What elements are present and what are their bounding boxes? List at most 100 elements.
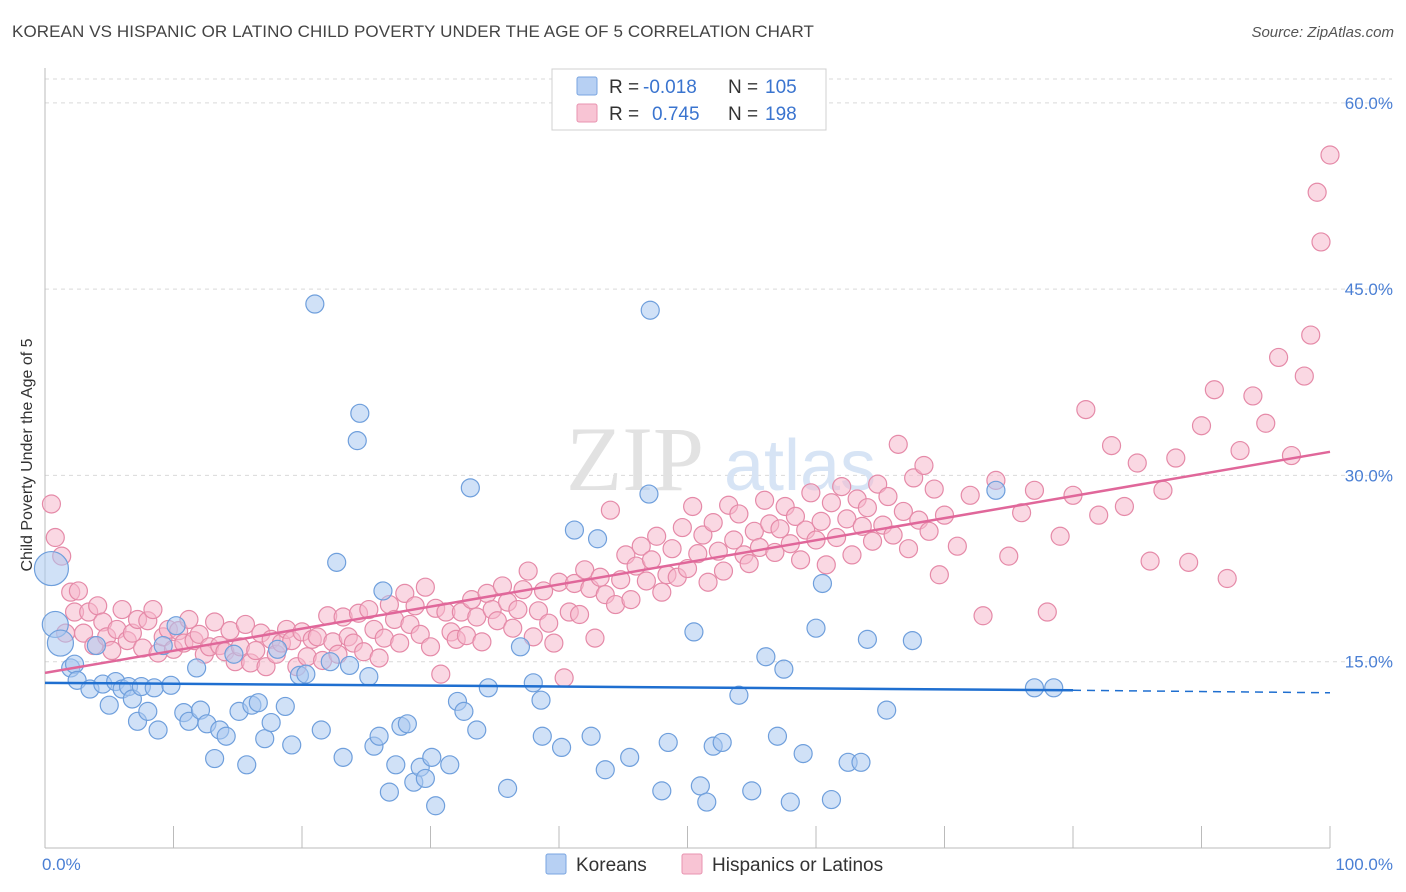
korean-point-47	[339, 655, 360, 676]
legend-r-label-korean: R =	[609, 77, 639, 98]
hispanic-point-169	[904, 468, 924, 488]
korean-point-97	[812, 573, 833, 594]
korean-point-80	[639, 484, 659, 504]
source-label: Source: ZipAtlas.com	[1251, 24, 1394, 41]
hispanic-point-184	[1050, 526, 1070, 546]
hispanic-point-135	[729, 504, 749, 524]
hispanic-point-10	[88, 596, 108, 616]
korean-point-44	[320, 652, 340, 672]
korean-point-75	[564, 520, 585, 540]
hispanic-point-95	[523, 627, 543, 647]
hispanic-point-99	[544, 633, 564, 653]
hispanic-point-104	[569, 604, 590, 625]
korean-point-96	[806, 618, 826, 638]
korean-point-46	[333, 747, 353, 767]
hispanic-point-70	[395, 583, 415, 604]
korean-point-86	[697, 792, 717, 812]
hispanic-point-143	[770, 519, 790, 539]
x-tick-label-max: 100.0%	[1335, 855, 1393, 874]
hispanic-point-207	[1320, 145, 1340, 165]
korean-point-50	[359, 667, 379, 687]
korean-trend-line-dashed	[1072, 689, 1331, 694]
legend-r-value-korean: -0.018	[643, 77, 697, 98]
korean-point-78	[595, 760, 615, 780]
hispanic-point-146	[785, 506, 806, 527]
hispanic-point-188	[1101, 436, 1122, 456]
hispanic-point-92	[508, 599, 528, 620]
hispanic-point-88	[487, 611, 507, 631]
hispanic-point-186	[1076, 399, 1096, 420]
korean-point-72	[531, 690, 551, 710]
korean-point-82	[652, 781, 672, 801]
korean-point-77	[587, 529, 608, 549]
hispanic-point-72	[405, 596, 425, 616]
hispanic-point-166	[888, 434, 908, 454]
hispanic-point-178	[973, 606, 993, 626]
hispanic-point-7	[73, 623, 94, 643]
korean-point-36	[261, 712, 281, 733]
hispanic-point-193	[1166, 448, 1186, 468]
korean-point-71	[523, 673, 543, 693]
korean-point-39	[282, 735, 302, 755]
chart-title: KOREAN VS HISPANIC OR LATINO CHILD POVER…	[12, 22, 815, 41]
hispanic-point-147	[790, 550, 811, 570]
korean-point-101	[857, 629, 878, 649]
hispanic-point-30	[189, 624, 209, 644]
korean-point-54	[379, 782, 399, 802]
hispanic-point-43	[256, 657, 276, 677]
hispanic-point-132	[713, 561, 734, 581]
hispanic-point-120	[652, 582, 672, 602]
hispanic-point-63	[359, 599, 379, 620]
korean-point-69	[498, 778, 518, 798]
hispanic-point-164	[878, 486, 898, 507]
hispanic-point-73	[410, 624, 430, 644]
korean-trend-line	[44, 681, 1074, 692]
hispanic-point-167	[893, 501, 913, 522]
legend-bottom-swatch-hispanic	[681, 853, 703, 875]
hispanic-point-187	[1089, 505, 1109, 525]
legend-bottom-label-korean: Koreans	[576, 855, 647, 876]
legend-n-label-hispanic: N =	[728, 104, 758, 125]
korean-point-57	[397, 714, 417, 734]
legend-r-label-hispanic: R =	[609, 104, 639, 125]
hispanic-point-198	[1230, 440, 1250, 461]
hispanic-point-149	[801, 483, 821, 503]
legend-n-value-korean: 105	[765, 77, 797, 98]
korean-point-66	[460, 478, 480, 498]
hispanic-points	[41, 145, 1340, 688]
korean-point-7	[86, 635, 107, 656]
korean-point-48	[347, 431, 367, 451]
hispanic-point-77	[431, 664, 451, 684]
legend-bottom: Koreans Hispanics or Latinos	[545, 853, 883, 876]
korean-point-102	[877, 700, 897, 720]
korean-point-94	[780, 792, 800, 812]
korean-point-100	[851, 752, 871, 772]
hispanic-point-85	[472, 632, 492, 652]
hispanic-point-75	[420, 637, 441, 657]
korean-point-21	[166, 616, 186, 636]
hispanic-point-91	[503, 618, 523, 638]
korean-point-81	[640, 300, 660, 320]
hispanic-trend-line	[44, 450, 1331, 675]
hispanic-point-190	[1127, 453, 1147, 473]
hispanic-point-140	[754, 490, 775, 510]
hispanic-point-65	[369, 648, 389, 668]
hispanic-point-84	[467, 607, 487, 627]
korean-point-92	[767, 726, 788, 746]
korean-point-61	[422, 747, 442, 767]
korean-point-41	[296, 664, 316, 684]
hispanic-point-107	[585, 628, 605, 648]
hispanic-point-152	[816, 555, 836, 575]
hispanic-point-196	[1204, 380, 1224, 400]
korean-point-37	[267, 639, 288, 659]
korean-point-68	[478, 678, 498, 698]
y-tick-label-3: 60.0%	[1345, 94, 1393, 113]
hispanic-point-201	[1268, 347, 1289, 368]
hispanic-point-195	[1191, 416, 1212, 436]
hispanic-point-162	[868, 474, 888, 494]
hispanic-point-0	[41, 494, 62, 514]
legend-swatch-korean	[576, 76, 598, 96]
hispanic-point-160	[857, 498, 878, 518]
hispanic-point-128	[693, 525, 713, 545]
hispanic-point-157	[842, 545, 862, 565]
